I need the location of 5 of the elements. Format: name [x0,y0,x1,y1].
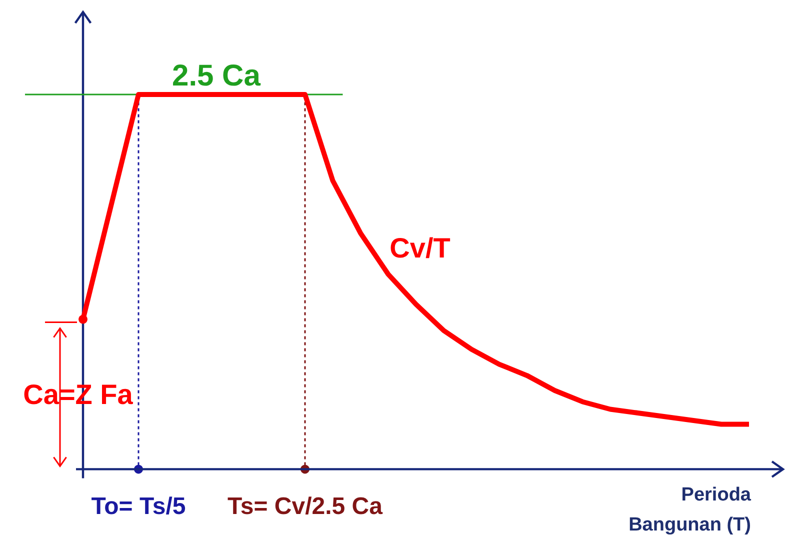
x-tick-label: Ts= Cv/2.5 Ca [228,493,384,520]
x-tick-label: To= Ts/5 [91,493,186,520]
ref-line-label: 2.5 Ca [172,60,261,93]
annotation: Cv/T [390,232,450,264]
x-axis-title: Perioda Bangunan (T) [628,484,752,536]
